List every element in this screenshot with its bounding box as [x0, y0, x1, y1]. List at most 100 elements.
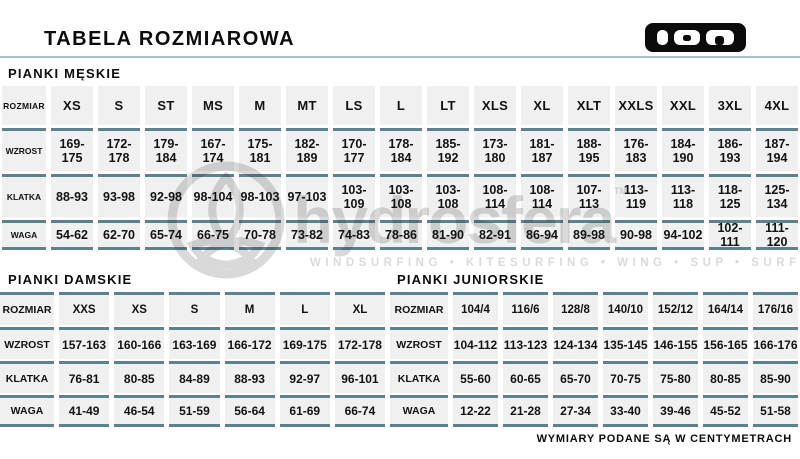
weight-value-cell: 45-52: [703, 395, 748, 427]
row-label-cell: WZROST: [390, 327, 448, 359]
chest-value-cell: 85-90: [753, 361, 798, 393]
junior-size-table: ROZMIAR 104/4 116/6 128/8 140/10 152/12 164/14…: [390, 292, 798, 427]
height-value-cell: 176-183: [615, 128, 657, 171]
page-title: TABELA ROZMIAROWA: [44, 28, 296, 50]
height-value-cell: 167-174: [192, 128, 234, 171]
chest-value-cell: 113-118: [662, 174, 704, 217]
weight-value-cell: 12-22: [453, 395, 498, 427]
chest-value-cell: 75-80: [653, 361, 698, 393]
women-size-table: ROZMIAR XXS XS S M L XL WZROST 157-163 160-166 163…: [0, 292, 385, 427]
size-header-cell: 152/12: [653, 292, 698, 325]
height-value-cell: 156-165: [703, 327, 748, 359]
junior-row-waga: WAGA 12-22 21-28 27-34 33-40 39-46 45-52 51-58: [390, 395, 798, 427]
chest-value-cell: 108-114: [521, 174, 563, 217]
height-value-cell: 104-112: [453, 327, 498, 359]
height-value-cell: 182-189: [286, 128, 328, 171]
size-header-cell: 4XL: [756, 86, 798, 125]
height-value-cell: 160-166: [114, 327, 165, 359]
height-value-cell: 169-175: [279, 327, 330, 359]
women-row-rozmiar: ROZMIAR XXS XS S M L XL: [0, 292, 385, 325]
chest-value-cell: 93-98: [98, 174, 140, 217]
chest-value-cell: 70-75: [603, 361, 648, 393]
chest-value-cell: 125-134: [756, 174, 798, 217]
size-header-cell: L: [279, 292, 330, 325]
chest-value-cell: 80-85: [114, 361, 165, 393]
weight-value-cell: 51-58: [753, 395, 798, 427]
size-header-cell: MT: [286, 86, 328, 125]
women-row-wzrost: WZROST 157-163 160-166 163-169 166-172 169-17…: [0, 327, 385, 359]
row-label-cell: WAGA: [2, 220, 46, 250]
weight-value-cell: 89-98: [568, 220, 610, 250]
weight-value-cell: 62-70: [98, 220, 140, 250]
weight-value-cell: 86-94: [521, 220, 563, 250]
chest-value-cell: 76-81: [59, 361, 110, 393]
weight-value-cell: 54-62: [51, 220, 93, 250]
size-header-cell: M: [239, 86, 281, 125]
women-row-klatka: KLATKA 76-81 80-85 84-89 88-93 92-97 96-101: [0, 361, 385, 393]
row-label-cell: WZROST: [0, 327, 54, 359]
height-value-cell: 124-134: [553, 327, 598, 359]
weight-value-cell: 39-46: [653, 395, 698, 427]
height-value-cell: 179-184: [145, 128, 187, 171]
height-value-cell: 135-145: [603, 327, 648, 359]
chest-value-cell: 98-103: [239, 174, 281, 217]
chest-value-cell: 118-125: [709, 174, 751, 217]
row-label-cell: KLATKA: [0, 361, 54, 393]
watermark-tagline: WINDSURFING • KITESURFING • WING • SUP •…: [310, 257, 800, 269]
weight-value-cell: 61-69: [279, 395, 330, 427]
size-header-cell: 164/14: [703, 292, 748, 325]
women-table-title: PIANKI DAMSKIE: [8, 272, 133, 287]
height-value-cell: 187-194: [756, 128, 798, 171]
row-label-cell: WAGA: [390, 395, 448, 427]
chest-value-cell: 55-60: [453, 361, 498, 393]
chest-value-cell: 84-89: [169, 361, 220, 393]
chest-value-cell: 88-93: [51, 174, 93, 217]
size-header-cell: 176/16: [753, 292, 798, 325]
weight-value-cell: 70-78: [239, 220, 281, 250]
size-header-cell: 104/4: [453, 292, 498, 325]
junior-table-title: PIANKI JUNIORSKIE: [397, 272, 545, 287]
junior-row-klatka: KLATKA 55-60 60-65 65-70 70-75 75-80 80-85 85-9…: [390, 361, 798, 393]
height-value-cell: 184-190: [662, 128, 704, 171]
weight-value-cell: 21-28: [503, 395, 548, 427]
weight-value-cell: 82-91: [474, 220, 516, 250]
chest-value-cell: 113-119: [615, 174, 657, 217]
row-label-cell: ROZMIAR: [2, 86, 46, 125]
weight-value-cell: 33-40: [603, 395, 648, 427]
chest-value-cell: 107-113: [568, 174, 610, 217]
row-label-cell: ROZMIAR: [0, 292, 54, 325]
weight-value-cell: 81-90: [427, 220, 469, 250]
height-value-cell: 146-155: [653, 327, 698, 359]
weight-value-cell: 74-83: [333, 220, 375, 250]
height-value-cell: 172-178: [334, 327, 385, 359]
weight-value-cell: 78-86: [380, 220, 422, 250]
size-header-cell: ST: [145, 86, 187, 125]
header-divider: [0, 56, 800, 58]
height-value-cell: 175-181: [239, 128, 281, 171]
weight-value-cell: 51-59: [169, 395, 220, 427]
size-header-cell: XS: [51, 86, 93, 125]
height-value-cell: 188-195: [568, 128, 610, 171]
weight-value-cell: 102-111: [709, 220, 751, 250]
size-header-cell: 3XL: [709, 86, 751, 125]
height-value-cell: 181-187: [521, 128, 563, 171]
height-value-cell: 172-178: [98, 128, 140, 171]
row-label-cell: KLATKA: [390, 361, 448, 393]
height-value-cell: 173-180: [474, 128, 516, 171]
women-row-waga: WAGA 41-49 46-54 51-59 56-64 61-69 66-74: [0, 395, 385, 427]
chest-value-cell: 97-103: [286, 174, 328, 217]
weight-value-cell: 65-74: [145, 220, 187, 250]
men-row-rozmiar: ROZMIAR XS S ST MS M MT LS L LT XLS XL XLT XXLS XXL 3XL…: [2, 86, 798, 125]
weight-value-cell: 27-34: [553, 395, 598, 427]
men-row-klatka: KLATKA 88-93 93-98 92-98 98-104 98-103 97-103 1…: [2, 174, 798, 217]
size-header-cell: XLS: [474, 86, 516, 125]
junior-row-rozmiar: ROZMIAR 104/4 116/6 128/8 140/10 152/12 164/14…: [390, 292, 798, 325]
size-header-cell: 116/6: [503, 292, 548, 325]
men-row-waga: WAGA 54-62 62-70 65-74 66-75 70-78 73-82 74-83 7…: [2, 220, 798, 250]
size-header-cell: XXL: [662, 86, 704, 125]
weight-value-cell: 111-120: [756, 220, 798, 250]
weight-value-cell: 56-64: [224, 395, 275, 427]
height-value-cell: 113-123: [503, 327, 548, 359]
chest-value-cell: 103-108: [380, 174, 422, 217]
size-header-cell: M: [224, 292, 275, 325]
